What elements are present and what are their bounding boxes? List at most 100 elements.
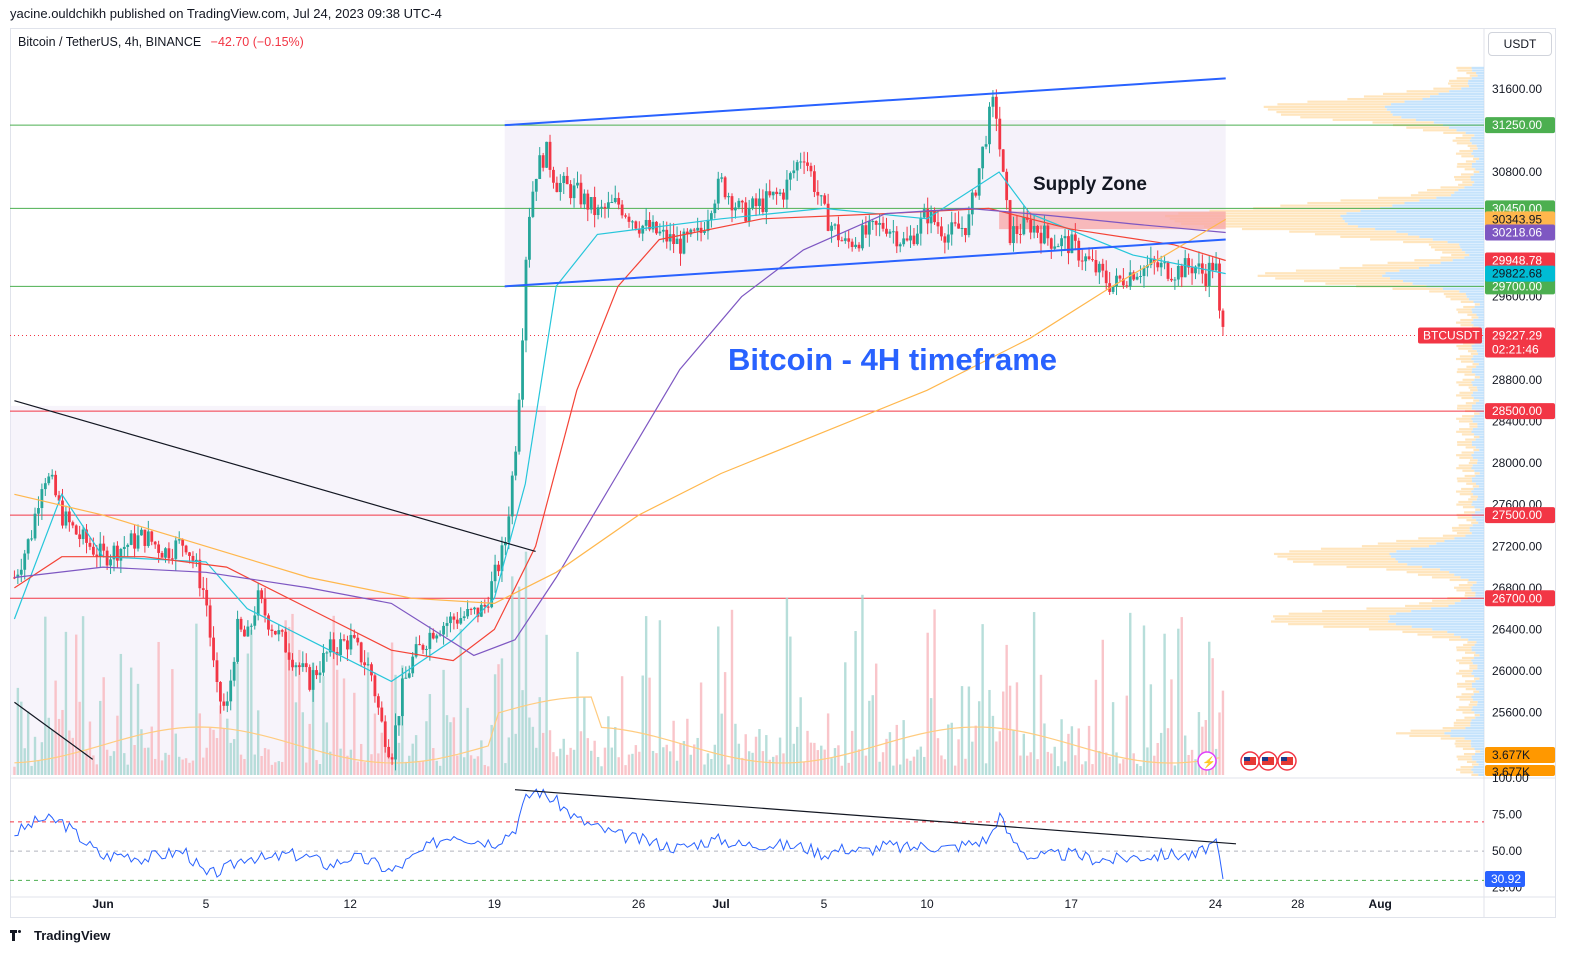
candle-body — [734, 207, 737, 211]
candle-body — [43, 483, 47, 490]
volume-bar — [267, 749, 270, 775]
candle-body — [205, 589, 209, 606]
candle-body — [174, 540, 178, 559]
volume-profile-bar-down — [1473, 355, 1484, 358]
volume-bar — [1108, 756, 1111, 775]
volume-profile-bar-down — [1454, 191, 1484, 194]
volume-bar — [586, 738, 589, 775]
volume-bar — [644, 616, 648, 775]
volume-profile-bar-up — [1427, 188, 1459, 192]
candle-body — [387, 746, 391, 758]
volume-profile-bar-down — [1472, 584, 1484, 587]
volume-profile-bar-up — [1456, 66, 1472, 69]
volume-profile-bar-down — [1471, 407, 1484, 410]
volume-bar — [1166, 728, 1170, 775]
volume-bar — [198, 713, 202, 775]
volume-bar — [758, 729, 761, 775]
volume-profile-bar-down — [1471, 441, 1484, 444]
candle-body — [936, 222, 940, 227]
volume-profile-bar-up — [1458, 524, 1473, 527]
volume-bar — [1087, 725, 1091, 775]
volume-profile-bar-up — [1287, 558, 1396, 561]
volume-bar — [765, 735, 768, 775]
candle-body — [586, 193, 590, 210]
volume-profile-bar-up — [1382, 92, 1439, 95]
currency-button[interactable]: USDT — [1488, 32, 1552, 56]
candle-body — [1128, 272, 1132, 287]
volume-bar — [226, 718, 229, 775]
symbol-legend[interactable]: Bitcoin / TetherUS, 4h, BINANCE −42.70 (… — [18, 35, 304, 49]
volume-profile-bar-down — [1346, 212, 1484, 215]
volume-profile-bar-up — [1465, 446, 1476, 449]
volume-bar — [823, 749, 826, 775]
volume-bar — [665, 744, 668, 775]
candle-body — [47, 476, 51, 484]
volume-profile-bar-down — [1471, 357, 1484, 361]
volume-profile-bar-up — [1457, 441, 1472, 444]
volume-profile-bar-down — [1389, 617, 1484, 621]
volume-profile-bar-down — [1469, 529, 1484, 532]
footer-brand[interactable]: TradingView — [10, 928, 110, 943]
candle-body — [1156, 262, 1160, 268]
volume-profile-bar-up — [1461, 396, 1474, 400]
candle-body — [957, 223, 960, 229]
candle-body — [1080, 260, 1084, 262]
last-price-tag-bg — [1485, 327, 1555, 358]
time-tick-label: 12 — [344, 897, 358, 911]
volume-profile-bar-up — [1458, 706, 1473, 709]
volume-profile-bar-up — [1265, 272, 1386, 275]
candle-body — [225, 701, 229, 706]
volume-bar — [150, 726, 153, 775]
volume-profile-bar-up — [1276, 110, 1391, 114]
candle-body — [140, 529, 143, 536]
volume-profile-bar-down — [1392, 113, 1484, 116]
candle-body — [1094, 259, 1098, 273]
volume-bar — [1194, 759, 1197, 775]
volume-bar — [178, 756, 181, 775]
candle-body — [771, 191, 775, 196]
volume-profile-bar-down — [1389, 552, 1484, 556]
candle-body — [706, 219, 710, 232]
volume-profile-bar-down — [1472, 464, 1484, 467]
volume-profile-bar-up — [1451, 253, 1470, 257]
volume-profile-bar-up — [1457, 69, 1473, 72]
volume-profile-bar-up — [1473, 170, 1480, 173]
volume-bar — [682, 741, 686, 775]
volume-bar — [960, 686, 964, 775]
volume-profile-bar-up — [1457, 443, 1472, 446]
candle-body — [991, 96, 995, 107]
volume-profile-bar-down — [1474, 181, 1484, 184]
candle-body — [81, 529, 85, 540]
time-tick-label: Jul — [712, 897, 729, 911]
volume-profile-bar-up — [1470, 495, 1478, 498]
volume-bar — [236, 662, 239, 775]
volume-profile-bar-down — [1390, 277, 1484, 280]
volume-bar — [81, 616, 85, 775]
volume-bar — [651, 750, 655, 775]
candle-body — [861, 225, 864, 249]
volume-profile-bar-down — [1471, 685, 1484, 688]
level-tag-bg — [1485, 507, 1555, 524]
volume-profile-bar-down — [1447, 240, 1484, 244]
volume-profile-bar-down — [1473, 155, 1484, 158]
volume-bar — [366, 652, 370, 775]
volume-profile-bar-down — [1479, 170, 1484, 173]
candle-body — [150, 531, 154, 542]
volume-bar — [1153, 755, 1156, 775]
volume-profile-bar-down — [1396, 550, 1484, 553]
volume-profile-bar-up — [1277, 103, 1392, 106]
volume-bar — [449, 722, 452, 775]
volume-profile-bar-down — [1474, 305, 1484, 309]
candle-body — [1084, 256, 1088, 262]
volume-bar — [809, 742, 813, 775]
volume-profile-bar-down — [1471, 490, 1484, 493]
volume-profile-bar-up — [1410, 729, 1451, 732]
volume-profile-bar-up — [1307, 100, 1405, 103]
volume-bar — [294, 702, 298, 775]
volume-profile-bar-up — [1456, 417, 1472, 420]
price-tick-label: 26000.00 — [1492, 664, 1542, 678]
volume-profile-bar-up — [1455, 136, 1472, 140]
candle-body — [284, 631, 288, 653]
candle-body — [1104, 270, 1108, 284]
